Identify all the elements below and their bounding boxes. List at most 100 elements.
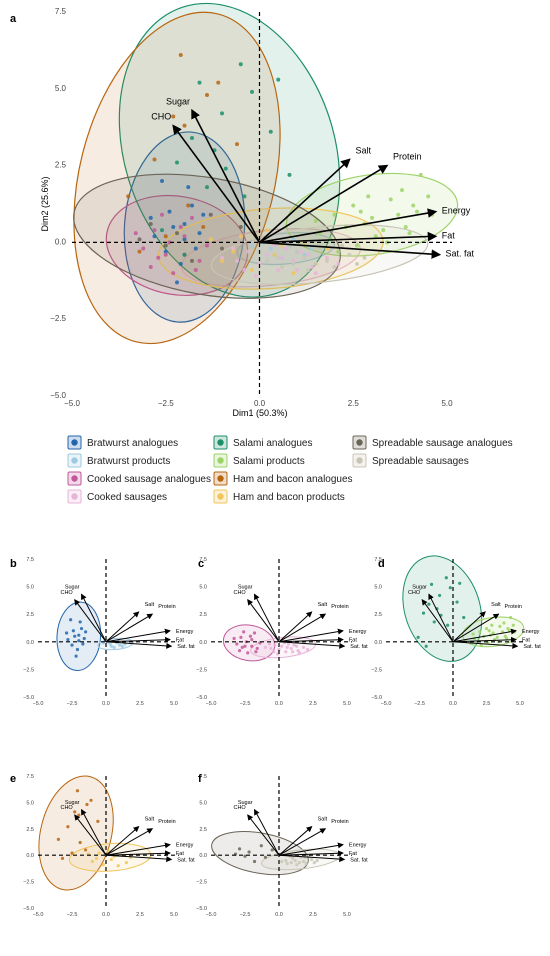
loading-arrow <box>105 842 171 856</box>
data-point-spreadable_analogues <box>190 258 194 263</box>
loading-arrow <box>74 599 107 643</box>
legend-item-cooked_sausages: Cooked sausages <box>67 489 167 504</box>
data-point-cooked_sausage_analogues <box>197 258 202 263</box>
loading-label: Energy <box>349 629 367 635</box>
data-point-ham_bacon_products <box>238 234 243 239</box>
data-point-ham_bacon_products <box>124 860 128 865</box>
legend-label: Spreadable sausages <box>372 456 469 467</box>
y-tick-label: 0.0 <box>199 853 207 859</box>
data-point-spreadable_sausages <box>362 255 367 260</box>
data-point-spreadable_sausages <box>317 246 322 251</box>
data-point-salami_products <box>426 194 431 199</box>
loading-arrow <box>452 613 500 643</box>
panel-label-d: d <box>378 558 385 570</box>
y-tick-label: 2.5 <box>55 161 67 170</box>
data-point-salami_products <box>358 209 363 214</box>
y-tick-label: 0.0 <box>26 640 34 646</box>
loading-label: Sat. fat <box>350 644 368 650</box>
y-tick-label: −2.5 <box>196 667 207 673</box>
data-point-salami_analogues <box>448 586 452 590</box>
loading-arrow <box>278 636 344 643</box>
data-point-spreadable_sausages <box>312 860 316 865</box>
loading-label: CHO <box>233 805 246 811</box>
y-tick-label: 5.0 <box>199 800 207 806</box>
data-point-spreadable_sausages <box>355 261 359 266</box>
data-point-spreadable_sausages <box>310 857 314 862</box>
legend-label: Salami analogues <box>233 438 313 449</box>
data-point-cooked_sausage_analogues <box>242 630 246 634</box>
data-point-bratwurst_products <box>118 643 122 647</box>
loading-arrow <box>105 854 173 863</box>
data-point-spreadable_analogues <box>263 855 267 859</box>
data-point-bratwurst_analogues <box>75 647 80 652</box>
loading-arrow <box>105 850 171 857</box>
data-point-spreadable_sausages <box>301 859 306 864</box>
loading-label: Sugar <box>65 584 80 590</box>
legend-item-salami_products: Salami products <box>213 453 305 468</box>
data-point-ham_bacon_analogues <box>137 249 142 254</box>
data-point-ham_bacon_analogues <box>201 225 206 230</box>
data-point-bratwurst_analogues <box>201 212 206 217</box>
data-point-cooked_sausage_analogues <box>239 635 243 639</box>
data-point-cooked_sausages <box>246 249 251 254</box>
data-point-ham_bacon_products <box>265 228 269 233</box>
confidence-ellipse-ham_bacon_analogues <box>73 11 281 345</box>
data-point-spreadable_sausages <box>340 243 344 248</box>
loading-arrow <box>278 828 327 856</box>
x-tick-label: 5.0 <box>343 912 351 918</box>
data-point-cooked_sausages <box>301 645 306 649</box>
data-point-salami_products <box>495 635 499 639</box>
data-point-cooked_sausages <box>253 274 258 279</box>
legend-key-dot <box>217 457 224 464</box>
data-point-spreadable_sausages <box>302 255 307 260</box>
data-point-salami_products <box>490 623 494 627</box>
panel-label-f: f <box>198 773 202 785</box>
loading-label: Fat <box>442 230 456 240</box>
loading-label: CHO <box>60 805 73 811</box>
data-point-cooked_sausage_analogues <box>240 645 244 649</box>
y-tick-label: −2.5 <box>196 880 207 886</box>
loading-label: Sugar <box>238 800 253 806</box>
data-point-bratwurst_products <box>112 645 116 649</box>
data-point-cooked_sausage_analogues <box>160 212 164 217</box>
data-point-bratwurst_analogues <box>74 654 78 658</box>
y-tick-label: 2.5 <box>199 612 207 618</box>
data-point-bratwurst_analogues <box>69 618 73 622</box>
data-point-cooked_sausage_analogues <box>133 231 138 236</box>
data-point-ham_bacon_analogues <box>186 203 191 208</box>
data-point-spreadable_sausages <box>297 860 301 865</box>
confidence-ellipse-cooked_sausage_analogues <box>222 624 276 662</box>
data-point-cooked_sausages <box>277 647 281 652</box>
data-point-cooked_sausages <box>273 643 277 647</box>
data-point-cooked_sausage_analogues <box>252 631 257 635</box>
data-point-bratwurst_analogues <box>79 626 84 631</box>
legend-label: Salami products <box>233 456 305 467</box>
y-tick-label: 2.5 <box>26 827 34 833</box>
data-point-salami_products <box>505 636 509 641</box>
data-point-salami_analogues <box>455 600 459 604</box>
data-point-salami_analogues <box>190 135 194 140</box>
data-point-cooked_sausages <box>336 261 341 266</box>
data-point-cooked_sausages <box>298 249 303 254</box>
data-point-ham_bacon_analogues <box>205 92 209 97</box>
data-point-salami_products <box>487 629 491 633</box>
loading-arrow <box>105 636 171 643</box>
data-point-bratwurst_analogues <box>190 203 194 208</box>
data-point-salami_analogues <box>197 80 202 85</box>
confidence-ellipse-spreadable_sausages <box>210 224 429 286</box>
loading-label: Salt <box>356 145 372 155</box>
x-tick-label: 5.0 <box>441 399 453 408</box>
y-tick-label: −5.0 <box>23 695 34 701</box>
loading-label: Protein <box>331 819 348 825</box>
loading-arrow <box>81 808 107 856</box>
loading-arrow <box>452 636 517 643</box>
data-point-ham_bacon_products <box>291 271 296 276</box>
legend-key-dot <box>356 439 363 446</box>
loading-label: Protein <box>158 819 175 825</box>
data-point-cooked_sausages <box>280 644 284 648</box>
loading-label: Protein <box>158 604 175 610</box>
data-point-ham_bacon_analogues <box>56 837 61 841</box>
loading-label: Sat. fat <box>523 644 541 650</box>
data-point-spreadable_analogues <box>137 237 142 242</box>
